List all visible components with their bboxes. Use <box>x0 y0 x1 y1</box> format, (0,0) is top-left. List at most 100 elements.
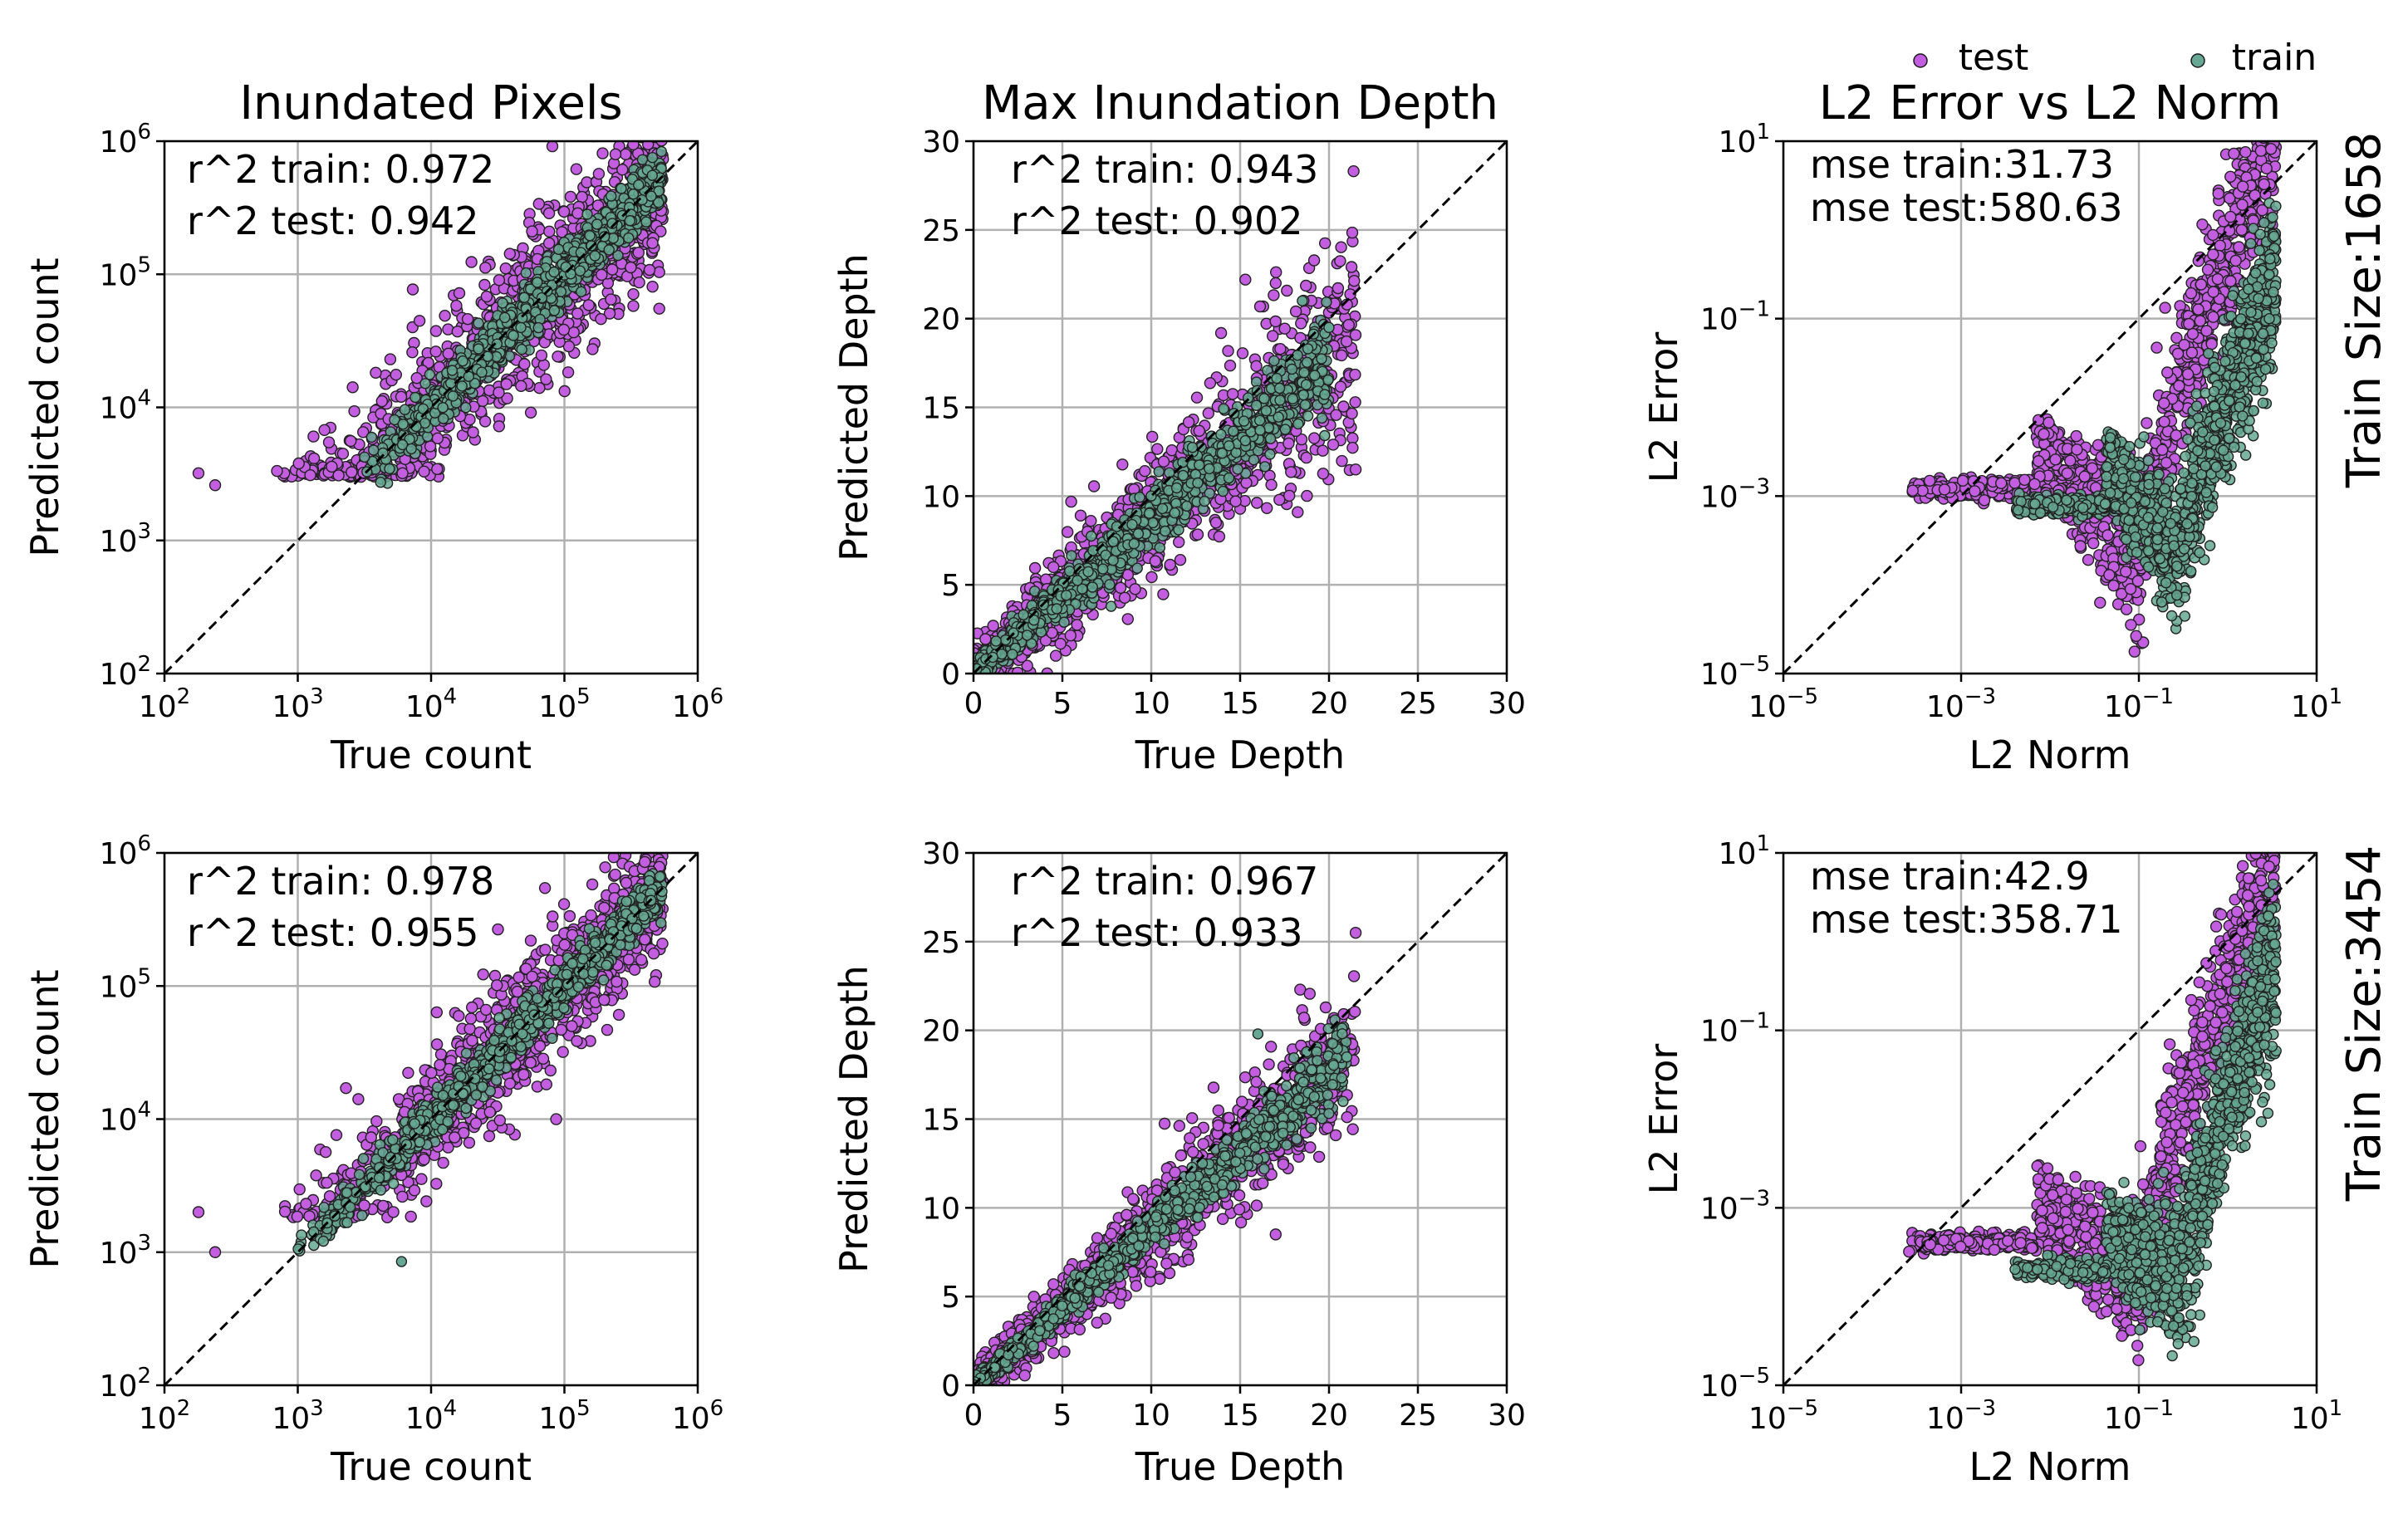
data-point <box>655 141 668 147</box>
x-axis-label: True count <box>330 733 532 777</box>
data-point <box>1298 367 1310 379</box>
data-point <box>1300 379 1312 390</box>
data-point <box>655 145 667 158</box>
data-point <box>368 444 380 456</box>
data-point <box>1174 554 1187 566</box>
data-point <box>624 215 635 227</box>
data-point <box>615 183 627 194</box>
data-point <box>445 377 457 390</box>
x-tick-label: 105 <box>538 684 590 724</box>
data-point <box>450 299 463 312</box>
data-point <box>429 345 442 358</box>
data-point <box>442 347 454 360</box>
data-point <box>646 281 659 293</box>
data-point <box>1348 275 1361 287</box>
data-point <box>625 261 637 274</box>
data-point <box>599 231 611 243</box>
data-point <box>1214 326 1228 340</box>
data-point <box>419 378 431 390</box>
data-point <box>1336 454 1348 468</box>
data-point <box>1223 440 1235 452</box>
data-point <box>1273 493 1286 506</box>
data-point <box>1268 289 1280 301</box>
data-point <box>497 297 508 309</box>
data-point <box>1300 451 1313 464</box>
data-point <box>1317 468 1330 480</box>
data-point <box>424 440 437 453</box>
data-point <box>410 372 423 385</box>
data-point <box>384 353 397 365</box>
data-point <box>1074 509 1087 522</box>
data-point <box>438 413 449 424</box>
data-point <box>1177 469 1189 482</box>
data-point <box>1321 296 1332 308</box>
data-point <box>543 225 556 238</box>
x-tick-label: 102 <box>139 684 190 724</box>
data-point <box>410 391 421 404</box>
data-point <box>1145 571 1158 584</box>
data-point <box>516 344 527 355</box>
data-point <box>1209 517 1223 529</box>
data-point <box>503 247 516 260</box>
data-point <box>571 307 584 320</box>
data-point <box>650 141 655 142</box>
data-point <box>1327 439 1340 451</box>
data-point <box>1139 465 1151 478</box>
data-point <box>1254 424 1266 436</box>
data-point <box>1319 429 1331 442</box>
data-point <box>446 365 459 376</box>
outlier-point <box>208 479 222 492</box>
data-point <box>620 148 632 161</box>
data-point <box>564 190 577 203</box>
data-point <box>606 190 617 202</box>
data-point <box>1253 300 1267 313</box>
data-point <box>1299 279 1312 292</box>
data-point <box>1058 616 1070 628</box>
data-point <box>1021 659 1033 672</box>
data-point <box>1157 455 1170 468</box>
data-point <box>552 243 565 255</box>
data-point <box>1316 412 1328 424</box>
data-point <box>1259 461 1271 473</box>
data-point <box>1285 466 1297 478</box>
outlier-point <box>1269 277 1282 290</box>
data-point <box>389 414 400 426</box>
data-point <box>1204 377 1217 390</box>
data-point <box>1199 495 1210 507</box>
data-point <box>1282 437 1295 450</box>
data-point <box>1213 530 1226 543</box>
data-point <box>562 366 575 379</box>
data-point <box>1118 591 1131 604</box>
data-point <box>1317 444 1329 457</box>
data-point <box>542 237 556 249</box>
data-point <box>271 464 283 478</box>
data-point <box>326 460 338 473</box>
data-point <box>1218 403 1229 414</box>
data-point <box>439 310 451 322</box>
data-point <box>571 207 584 219</box>
data-point <box>1172 536 1185 548</box>
data-point <box>650 65 660 76</box>
data-point <box>468 378 481 390</box>
y-tick-label: 105 <box>100 252 151 292</box>
data-point <box>1063 566 1076 577</box>
data-point <box>1279 424 1292 435</box>
data-point <box>1071 619 1083 631</box>
data-point <box>606 218 618 229</box>
data-point <box>307 452 321 465</box>
data-point <box>616 164 629 176</box>
data-point <box>473 317 484 329</box>
data-point <box>1295 433 1308 446</box>
data-point <box>479 262 492 274</box>
data-point <box>1186 442 1199 453</box>
data-point <box>586 343 599 355</box>
data-point <box>535 349 548 362</box>
data-point <box>437 402 449 414</box>
data-point <box>532 277 543 288</box>
data-point <box>591 218 603 230</box>
data-point <box>1054 638 1067 650</box>
data-point <box>557 205 571 218</box>
data-point <box>589 250 601 262</box>
data-point <box>518 292 530 303</box>
